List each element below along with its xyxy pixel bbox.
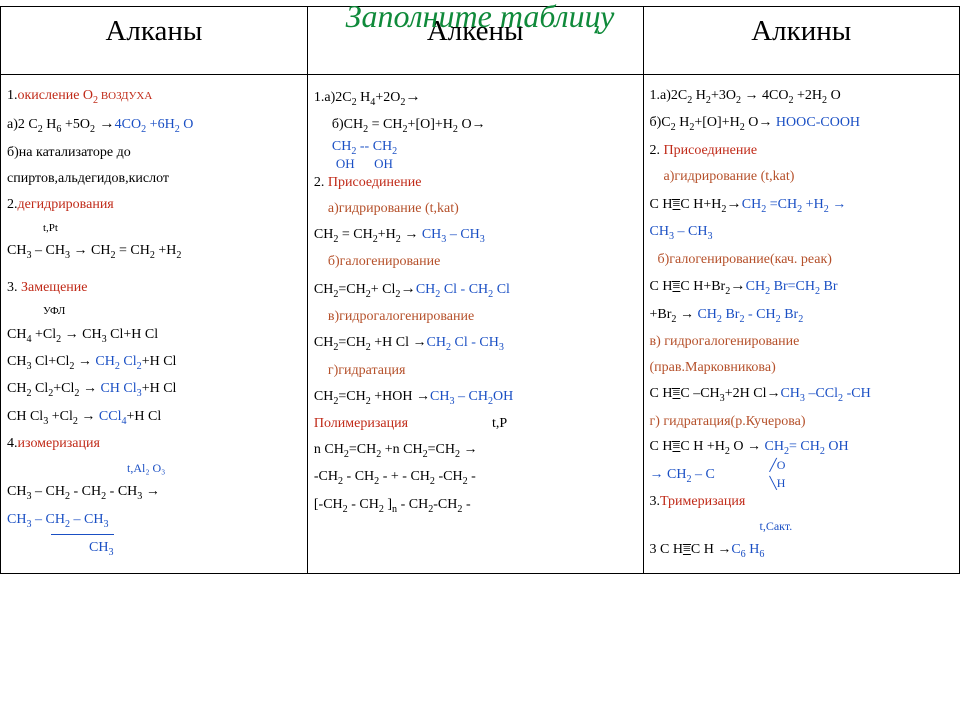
isomer-eq3: СН3 — [51, 534, 114, 562]
hydrogenation-eq: СН2 = СН2+Н2 → СН3 – СН3 — [314, 222, 637, 249]
glycol-struct2: OH OH — [314, 157, 637, 170]
cell-alkynes: 1.а)2С2 Н2+3О2 → 4СО2 +2Н2 О б)С2 Н2+[O]… — [643, 75, 959, 574]
halogenation-label: б)галогенирование — [314, 249, 637, 275]
alkyne-hydration-eq: С Н≡С Н +Н2 О → СН2= СН2 ОН — [650, 434, 953, 461]
alkyne-halogenation-eq1: С Н≡С Н+Br2→СН2 Br=СН2 Br — [650, 272, 953, 301]
conditions-tpt: t,Pt — [7, 218, 301, 238]
dehydro-heading: 2.дегидрирования — [7, 192, 301, 218]
hydrohalogenation-label: в)гидрогалогенирование — [314, 304, 637, 330]
chlorination-4: СН Сl3 +Сl2 → ССl4+Н Сl — [7, 404, 301, 431]
glycol-struct1: СН2 -- СН2 — [314, 140, 637, 157]
hydrohalogenation-eq: СН2=СН2 +Н Сl →СН2 Сl - СН3 — [314, 330, 637, 357]
combustion-eq: а)2 С2 Н6 +5О2 →4СО2 +6Н2 О — [7, 110, 301, 139]
alkyne-oxidation: б)С2 Н2+[O]+Н2 О→ НООС-СООН — [650, 110, 953, 137]
chlorination-1: СН4 +Сl2 → СН3 Сl+Н Сl — [7, 322, 301, 349]
alkyne-hydrogenation-eq2: СН3 – СН3 — [650, 219, 953, 246]
hydration-eq: СН2=СН2 +НОН →СН3 – СН2OH — [314, 384, 637, 411]
hydrocarbon-table: Алканы Алкены Алкины 1.окисление О2 ВОЗД… — [0, 6, 960, 574]
kucherov-label: г) гидратация(р.Кучерова) — [650, 409, 953, 435]
cell-alkenes: 1.а)2С2 Н4+2О2→ б)СН2 = СН2+[O]+Н2 О→ СН… — [307, 75, 643, 574]
alkyne-hydrohalogenation-label: в) гидрогалогенирование — [650, 329, 953, 355]
chlorination-2: СН3 Сl+Сl2 → СН2 Сl2+Н Сl — [7, 349, 301, 376]
hydrogenation-label: а)гидрирование (t,kat) — [314, 196, 637, 222]
alkyne-hydrogenation-label: а)гидрирование (t,kat) — [650, 164, 953, 190]
substitution-heading: 3. Замещение — [7, 275, 301, 301]
aldehyde-struct: → СН2 – С ╱O ╲H — [650, 462, 953, 489]
trimerization-eq: 3 С Н≡С Н →С6 Н6 — [650, 537, 953, 564]
catalyst-line1: б)на катализаторе до — [7, 140, 301, 166]
conditions-al2o3: t,Al₂ O₃ — [7, 457, 301, 479]
page-title: Заполните таблицу — [0, 0, 960, 35]
alkyne-halogenation-label: б)галогенирование(кач. реак) — [650, 247, 953, 273]
markovnikov-label: (прав.Марковникова) — [650, 355, 953, 381]
polymerization-label: Полимеризацияt,P — [314, 411, 637, 437]
cell-alkanes: 1.окисление О2 ВОЗДУХА а)2 С2 Н6 +5О2 →4… — [1, 75, 308, 574]
alkene-combustion: 1.а)2С2 Н4+2О2→ — [314, 83, 637, 112]
conditions-ufl: УФЛ — [7, 301, 301, 321]
catalyst-line2: спиртов,альдегидов,кислот — [7, 166, 301, 192]
alkyne-hydrohalogenation-eq: С Н≡С –СН3+2Н Сl→СН3 –ССl2 -СН — [650, 381, 953, 408]
polymer-eq3: [-СН2 - СН2 ]n - СН2-СН2 - — [314, 492, 637, 519]
polymer-eq2: -СН2 - СН2 - + - СН2 -СН2 - — [314, 464, 637, 491]
trimerization-heading: 3.Тримеризация — [650, 489, 953, 515]
chlorination-3: СН2 Сl2+Сl2 → СН Сl3+Н Сl — [7, 376, 301, 403]
alkyne-addition-heading: 2. Присоединение — [650, 138, 953, 164]
hydration-label: г)гидратация — [314, 358, 637, 384]
conditions-cact: t,Cакт. — [650, 515, 953, 537]
alkene-oxidation: б)СН2 = СН2+[O]+Н2 О→ — [314, 112, 637, 139]
oxidation-heading: 1.окисление О2 ВОЗДУХА — [7, 83, 301, 110]
addition-heading: 2. Присоединение — [314, 170, 637, 196]
isomer-eq2: СН3 – СН2 – СН3 — [7, 507, 301, 534]
isomer-eq1: СН3 – СН2 - СН2 - СН3 → — [7, 479, 301, 506]
dehydro-eq: СН3 – СН3 → СН2 = СН2 +Н2 — [7, 238, 301, 265]
halogenation-eq: СН2=СН2+ Сl2→СН2 Сl - СН2 Сl — [314, 275, 637, 304]
polymer-eq1: n СН2=СН2 +n СН2=СН2 → — [314, 437, 637, 464]
isomer-heading: 4.изомеризация — [7, 431, 301, 457]
alkyne-combustion: 1.а)2С2 Н2+3О2 → 4СО2 +2Н2 О — [650, 83, 953, 110]
alkyne-halogenation-eq2: +Br2 → СН2 Br2 - СН2 Br2 — [650, 302, 953, 329]
alkyne-hydrogenation-eq1: С Н≡С Н+Н2→СН2 =СН2 +Н2 → — [650, 190, 953, 219]
